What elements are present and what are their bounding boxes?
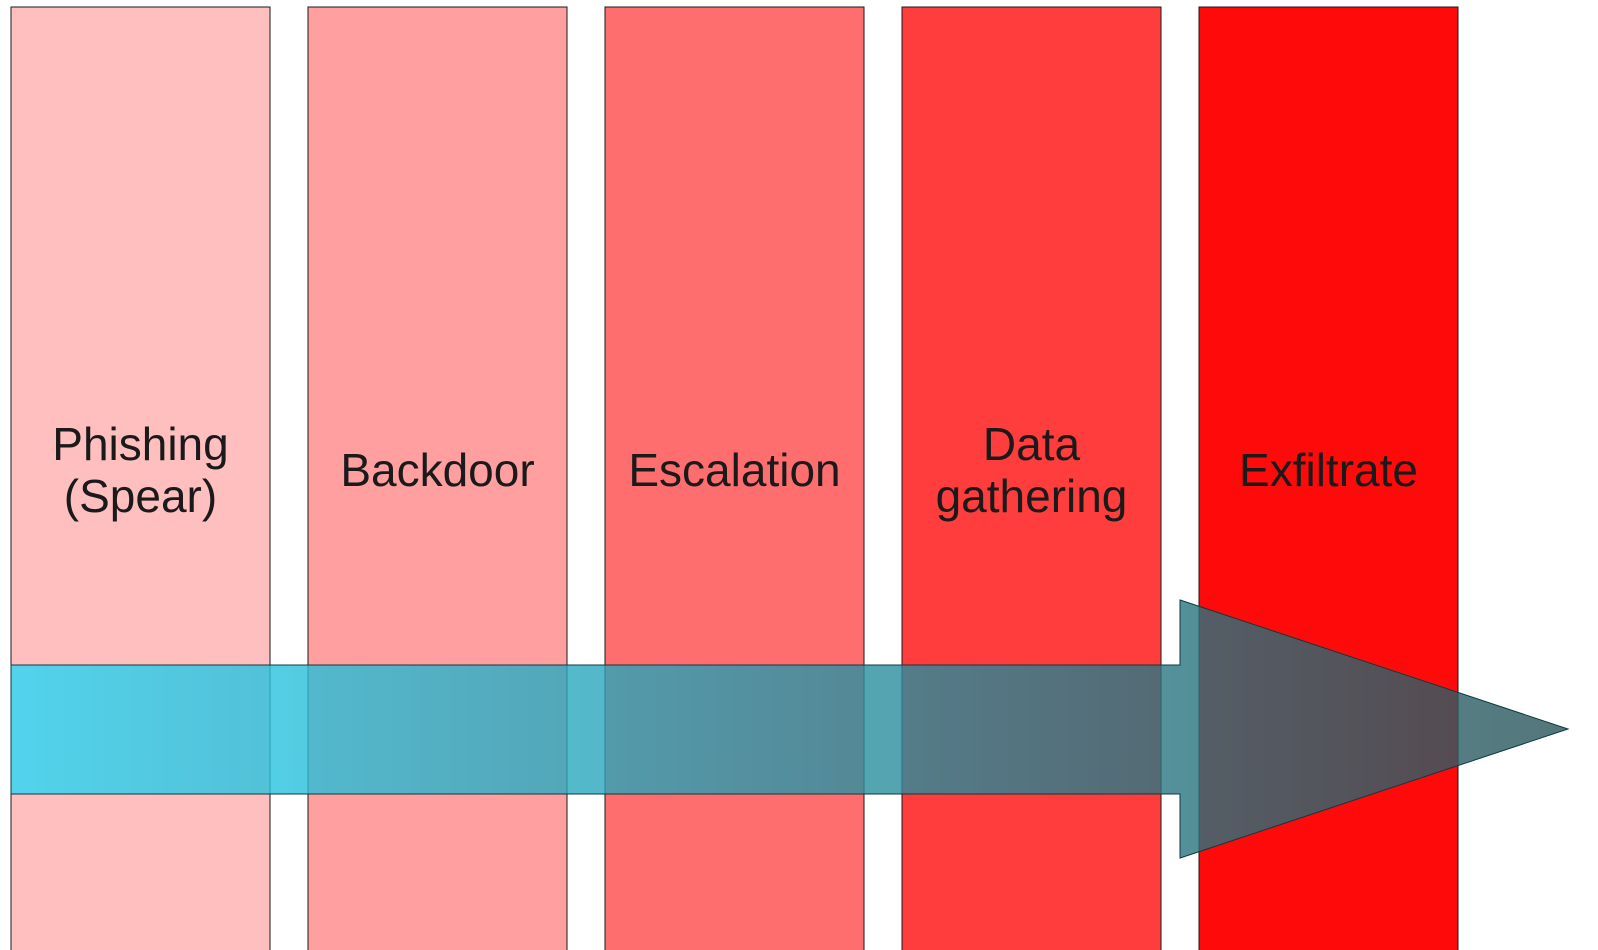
stage-label-line: Exfiltrate: [1239, 444, 1418, 496]
stage-label-line: Backdoor: [340, 444, 534, 496]
stage-label-line: (Spear): [64, 470, 217, 522]
progression-arrow-icon: [10, 599, 1570, 859]
stage-label-line: Phishing: [52, 418, 228, 470]
stage-label-escalation: Escalation: [628, 444, 840, 496]
stage-labels: Phishing (Spear) Backdoor Escalation Data gat…: [52, 418, 1418, 522]
stage-label-line: Data: [983, 418, 1081, 470]
stage-label-exfiltrate: Exfiltrate: [1239, 444, 1418, 496]
stage-label-backdoor: Backdoor: [340, 444, 534, 496]
stage-label-line: gathering: [936, 470, 1128, 522]
stage-label-data-gathering: Data gathering: [936, 418, 1128, 522]
stage-label-phishing: Phishing (Spear): [52, 418, 228, 522]
stage-label-line: Escalation: [628, 444, 840, 496]
